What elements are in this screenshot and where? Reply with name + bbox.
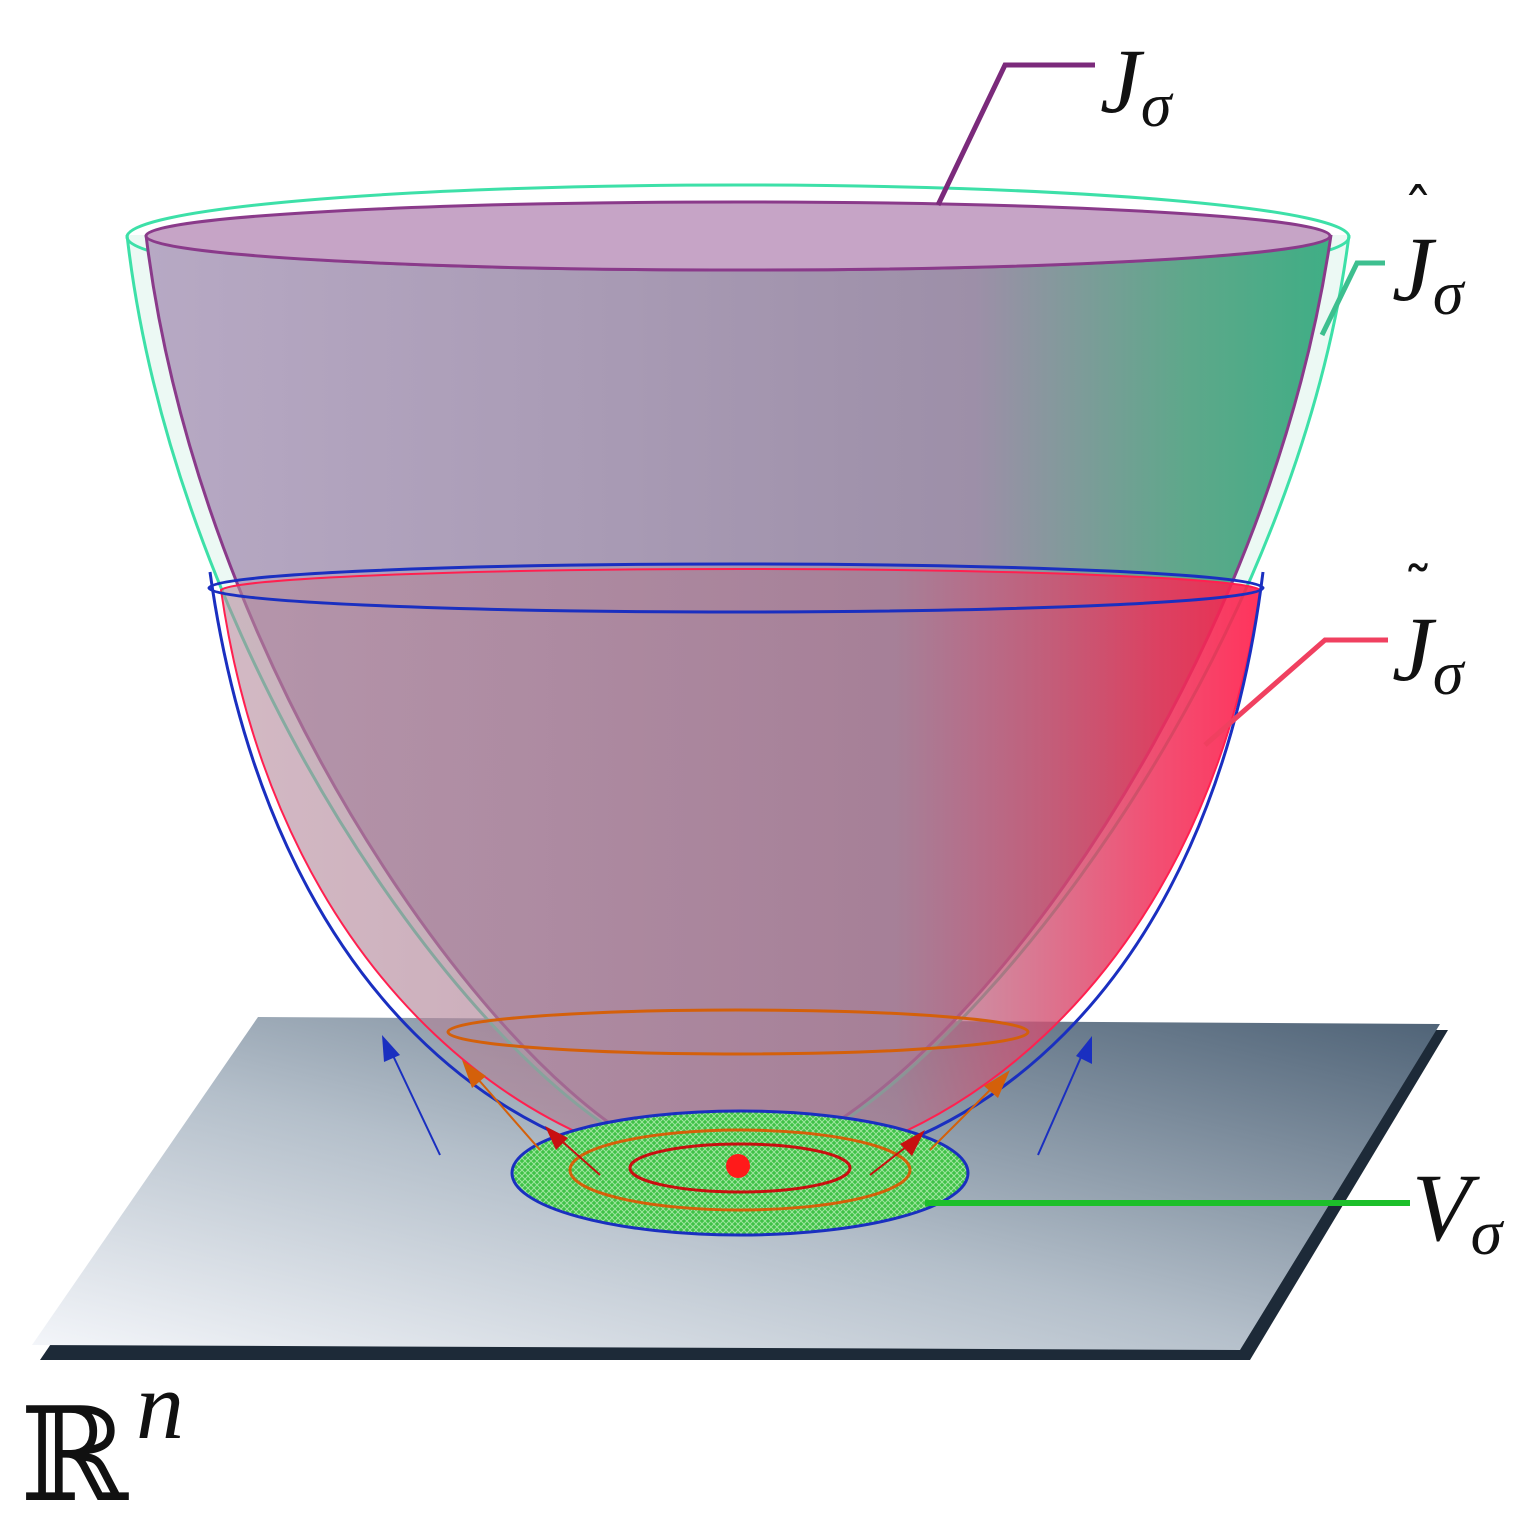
label-sub: σ [1433,640,1466,708]
space-sup: n [136,1352,184,1459]
label: Jσ [1100,30,1174,140]
label-sub: σ [1141,72,1174,140]
space-label: ℝn [20,1352,184,1519]
label: Vσ [1412,1154,1505,1268]
label-base: J [1392,218,1437,320]
label-base: J [1100,30,1145,132]
surface-rim [146,202,1330,270]
diagram: Jσ ˆ Jσ ˜ Jσ Vσ ℝn [0,0,1536,1519]
label: Jσ [1392,218,1466,328]
space-base: ℝ [20,1379,129,1519]
label-sub: σ [1433,260,1466,328]
label-base: J [1392,598,1437,700]
minimum-point [726,1154,750,1178]
label-sub: σ [1471,1197,1505,1268]
label: Jσ [1392,598,1466,708]
leader-line [938,65,1095,205]
